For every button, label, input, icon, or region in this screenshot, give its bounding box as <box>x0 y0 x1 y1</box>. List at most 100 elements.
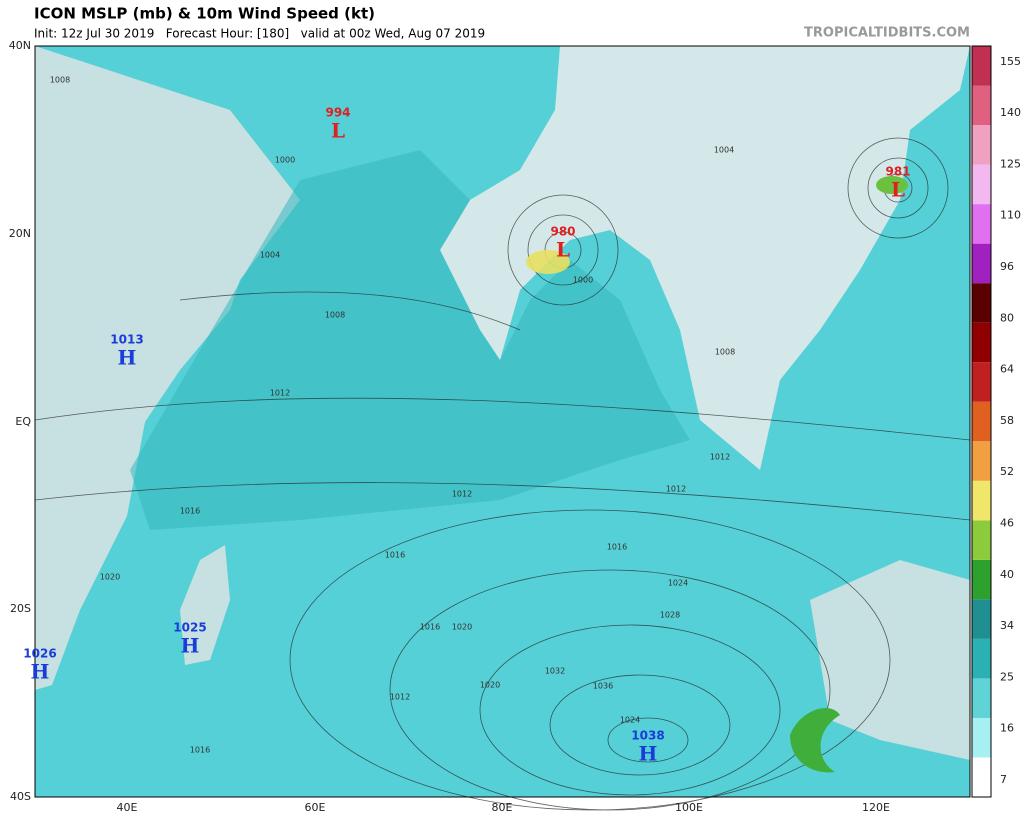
isobar-label: 1012 <box>710 453 730 462</box>
isobar-label: 1016 <box>190 746 210 755</box>
colorbar-swatch <box>972 85 991 126</box>
wind-swath <box>130 150 690 530</box>
center-letter: H <box>31 660 50 684</box>
map-frame <box>34 45 971 798</box>
lon-label: 120E <box>862 801 890 814</box>
lat-labels: 40N 20N EQ 20S 40S <box>9 39 32 803</box>
subtitle: Init: 12z Jul 30 2019 Forecast Hour: [18… <box>34 27 485 41</box>
colorbar-label: 64 <box>1000 363 1014 376</box>
center-letter: H <box>118 346 137 370</box>
land-madagascar <box>180 545 230 665</box>
colorbar-label: 40 <box>1000 568 1014 581</box>
lat-label: 40S <box>10 790 31 803</box>
lat-label: EQ <box>15 415 31 428</box>
wind-max <box>790 707 840 773</box>
map <box>34 45 971 811</box>
colorbar-label: 7 <box>1000 773 1007 786</box>
isobar-label: 1020 <box>452 623 472 632</box>
colorbar-swatch <box>972 717 991 758</box>
isobar-label: 1016 <box>607 543 627 552</box>
lat-label: 20N <box>9 227 31 240</box>
colorbar-swatch <box>972 678 991 718</box>
colorbar-label: 52 <box>1000 465 1014 478</box>
colorbar-swatch <box>972 243 991 284</box>
colorbar-swatch <box>972 322 991 363</box>
isobar-label: 1004 <box>714 146 734 155</box>
center-value: 1025 <box>173 621 206 635</box>
colorbar-frame <box>971 45 992 798</box>
colorbar-label: 125 <box>1000 157 1021 170</box>
isobar-label: 1016 <box>420 623 440 632</box>
center-letter: L <box>331 119 345 143</box>
isobar-label: 1024 <box>620 716 640 725</box>
colorbar-swatch <box>972 638 991 679</box>
colorbar-label: 16 <box>1000 722 1014 735</box>
colorbar-swatch <box>972 441 991 481</box>
colorbar-label: 140 <box>1000 106 1021 119</box>
center-letter: L <box>891 178 905 202</box>
colorbar-label: 34 <box>1000 619 1014 632</box>
colorbar-swatch <box>972 164 991 205</box>
center-value: 980 <box>550 225 575 239</box>
isobar-label: 1000 <box>573 276 593 285</box>
colorbar-label: 58 <box>1000 414 1014 427</box>
isobar-label: 1012 <box>666 485 686 494</box>
isobar-labels: 1008 1004 1000 1008 1012 1012 1012 1016 1016 1016… <box>50 76 735 755</box>
storm-core <box>526 250 570 274</box>
isobar-label: 1008 <box>715 348 735 357</box>
isobar-label: 1000 <box>275 156 295 165</box>
center-letter: H <box>639 742 658 766</box>
lon-label: 80E <box>492 801 513 814</box>
storm-core <box>876 176 908 194</box>
title: ICON MSLP (mb) & 10m Wind Speed (kt) <box>34 5 375 23</box>
isobar-label: 1036 <box>593 682 613 691</box>
isobar-label: 1020 <box>480 681 500 690</box>
land-africa <box>35 46 300 690</box>
isobars <box>34 137 971 811</box>
isobar-label: 1008 <box>325 311 345 320</box>
lat-label: 40N <box>9 39 31 52</box>
center-letter: L <box>556 238 570 262</box>
center-value: 1013 <box>110 333 143 347</box>
center-letter: H <box>181 634 200 658</box>
center-value: 1026 <box>23 647 56 661</box>
colorbar-label: 80 <box>1000 311 1014 324</box>
colorbar-swatch <box>972 204 991 244</box>
colorbar-swatch <box>972 480 991 521</box>
center-value: 1038 <box>631 729 664 743</box>
lon-labels: 40E 60E 80E 100E 120E <box>117 801 890 814</box>
land-asia <box>35 46 970 470</box>
lon-label: 40E <box>117 801 138 814</box>
colorbar: 7 16 25 34 40 46 52 58 64 80 96 110 125 140 155 <box>971 45 1021 798</box>
isobar-label: 1028 <box>660 611 680 620</box>
center-value: 981 <box>885 165 910 179</box>
center-value: 994 <box>325 106 350 120</box>
colorbar-swatch <box>972 559 991 600</box>
colorbar-label: 25 <box>1000 670 1014 683</box>
isobar-label: 1012 <box>270 389 290 398</box>
isobar-label: 1016 <box>385 551 405 560</box>
isobar-label: 1032 <box>545 667 565 676</box>
colorbar-label: 155 <box>1000 55 1021 68</box>
colorbar-swatch <box>972 599 991 639</box>
colorbar-swatch <box>972 362 991 402</box>
colorbar-swatch <box>972 125 991 165</box>
credit: TROPICALTIDBITS.COM <box>804 26 970 41</box>
colorbar-swatch <box>972 520 991 560</box>
isobar-label: 1008 <box>50 76 70 85</box>
lon-label: 60E <box>305 801 326 814</box>
colorbar-swatch <box>972 46 991 86</box>
lon-label: 100E <box>675 801 703 814</box>
isobar-label: 1012 <box>390 693 410 702</box>
isobar-label: 1012 <box>452 490 472 499</box>
colorbar-swatch <box>972 401 991 442</box>
lat-label: 20S <box>10 602 31 615</box>
isobar-label: 1016 <box>180 507 200 516</box>
isobar-label: 1004 <box>260 251 280 260</box>
colorbar-label: 96 <box>1000 260 1014 273</box>
colorbar-swatch <box>972 757 991 797</box>
isobar-label: 1020 <box>100 573 120 582</box>
colorbar-label: 46 <box>1000 517 1014 530</box>
